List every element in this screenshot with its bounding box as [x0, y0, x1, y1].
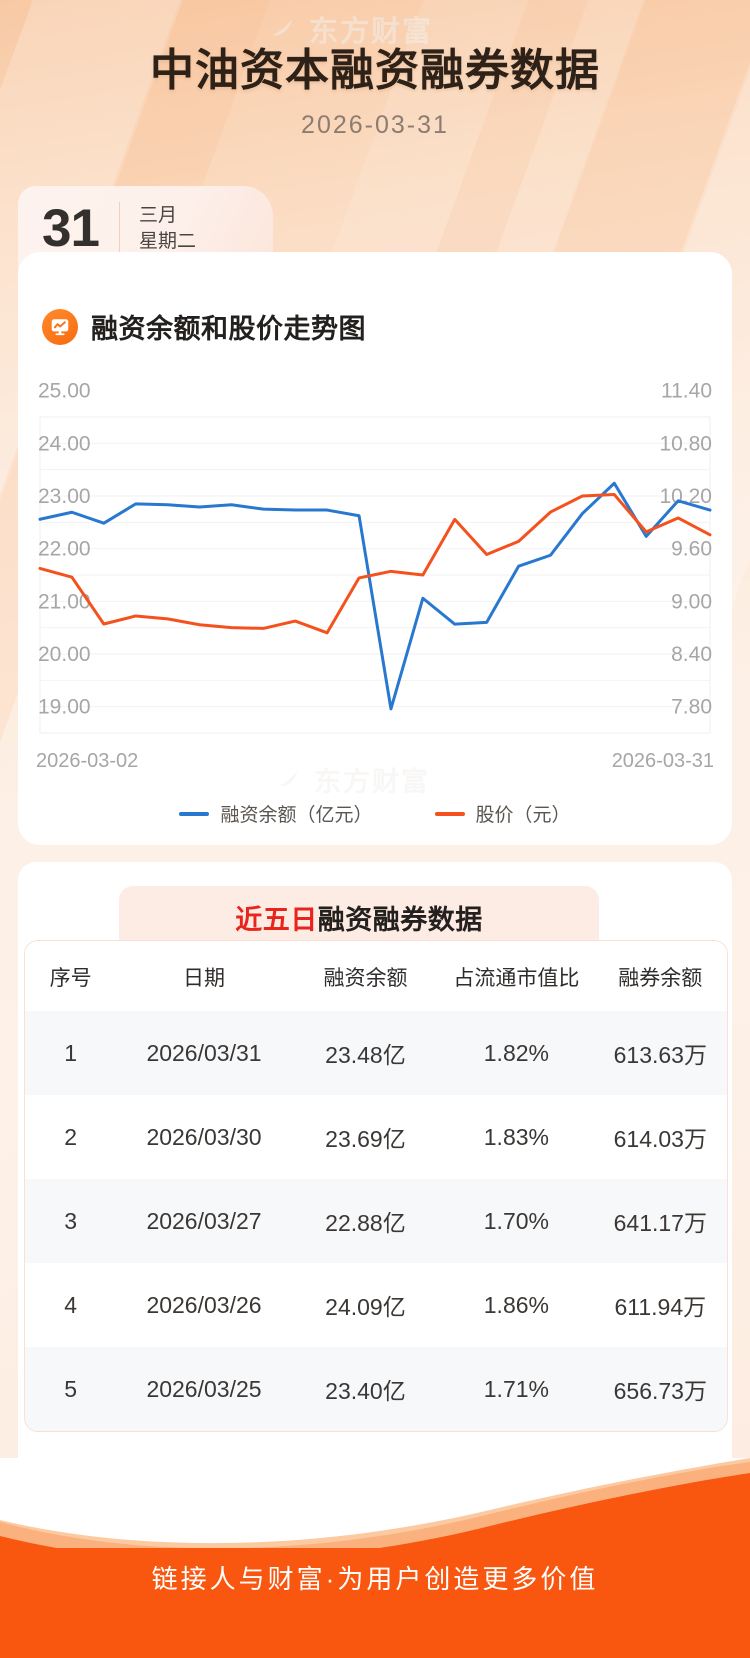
table-row: 3 2026/03/27 22.88亿 1.70% 641.17万 — [25, 1179, 727, 1263]
y-axis-tick-right: 8.40 — [671, 643, 712, 666]
cell-date: 2026/03/26 — [146, 1291, 262, 1318]
chart-section-title: 融资余额和股价走势图 — [91, 314, 366, 344]
y-axis-tick-left: 22.00 — [38, 538, 91, 561]
legend-label-price: 股价（元） — [475, 805, 571, 826]
cell-index: 2 — [64, 1123, 78, 1150]
cell-date: 2026/03/27 — [146, 1207, 262, 1234]
cell-financing-balance: 24.09亿 — [325, 1294, 406, 1320]
column-header-index: 序号 — [25, 941, 117, 1011]
cell-market-cap-ratio: 1.70% — [483, 1207, 549, 1234]
y-axis-tick-right: 11.40 — [661, 380, 712, 403]
cell-index: 5 — [64, 1375, 78, 1402]
column-header-date: 日期 — [116, 941, 292, 1011]
column-header-financing-balance: 融资余额 — [291, 941, 440, 1011]
footer-wave-decoration — [0, 1458, 750, 1548]
cell-market-cap-ratio: 1.71% — [483, 1375, 549, 1402]
y-axis-tick-right: 9.00 — [671, 590, 712, 613]
legend-swatch-price — [434, 811, 465, 816]
cell-financing-balance: 23.48亿 — [325, 1042, 406, 1068]
chart-monitor-icon — [42, 308, 78, 345]
cell-securities-balance: 656.73万 — [613, 1378, 707, 1404]
date-chip-divider — [118, 202, 120, 254]
table-title-highlight: 近五日 — [235, 904, 318, 935]
poster-header: 中油资本融资融券数据 2026-03-31 — [0, 0, 750, 140]
date-chip-month: 三月 — [138, 204, 177, 226]
y-axis-tick-left: 19.00 — [38, 696, 91, 719]
cell-index: 3 — [64, 1207, 78, 1234]
trend-line-chart: 25.00 11.40 24.00 10.80 23.00 10.20 22.00 9.60 2… — [36, 380, 714, 772]
cell-index: 4 — [64, 1291, 78, 1318]
table-row: 1 2026/03/31 23.48亿 1.82% 613.63万 — [25, 1011, 727, 1095]
y-axis-tick-right: 10.80 — [659, 432, 712, 455]
chart-legend: 融资余额（亿元） 股价（元） — [0, 800, 750, 827]
cell-market-cap-ratio: 1.83% — [483, 1123, 549, 1150]
y-axis-tick-right: 7.80 — [671, 696, 712, 719]
cell-financing-balance: 22.88亿 — [325, 1210, 406, 1236]
cell-securities-balance: 613.63万 — [613, 1042, 707, 1068]
table-title-pill: 近五日融资融券数据 — [119, 886, 599, 948]
cell-date: 2026/03/25 — [146, 1375, 262, 1402]
column-header-securities-balance: 融券余额 — [593, 941, 727, 1011]
cell-financing-balance: 23.69亿 — [325, 1126, 406, 1152]
chart-plot-area: 25.00 11.40 24.00 10.80 23.00 10.20 22.00 9.60 2… — [18, 375, 732, 805]
y-axis-tick-right: 9.60 — [671, 538, 712, 561]
table-row: 4 2026/03/26 24.09亿 1.86% 611.94万 — [25, 1263, 727, 1347]
cell-date: 2026/03/30 — [146, 1123, 262, 1150]
cell-securities-balance: 614.03万 — [613, 1126, 707, 1152]
table-row: 5 2026/03/25 23.40亿 1.71% 656.73万 — [25, 1347, 727, 1431]
footer-slogan: 链接人与财富·为用户创造更多价值 — [151, 1564, 599, 1594]
chart-section-header: 融资余额和股价走势图 — [42, 307, 366, 346]
table-title: 近五日融资融券数据 — [235, 898, 483, 937]
date-chip-day: 31 — [42, 198, 100, 258]
cell-market-cap-ratio: 1.86% — [483, 1291, 549, 1318]
legend-item-price[interactable]: 股价（元） — [434, 800, 571, 827]
y-axis-tick-left: 23.00 — [38, 485, 91, 508]
cell-securities-balance: 641.17万 — [613, 1210, 707, 1236]
table-row: 2 2026/03/30 23.69亿 1.83% 614.03万 — [25, 1095, 727, 1179]
legend-swatch-financing — [179, 811, 210, 816]
y-axis-tick-left: 20.00 — [38, 643, 91, 666]
y-axis-tick-left: 25.00 — [38, 380, 91, 403]
cell-index: 1 — [64, 1039, 78, 1066]
legend-label-financing: 融资余额（亿元） — [220, 805, 373, 826]
column-header-market-cap-ratio: 占流通市值比 — [439, 941, 594, 1011]
x-axis-label-start: 2026-03-02 — [36, 750, 138, 772]
x-axis-label-end: 2026-03-31 — [612, 750, 714, 772]
table-header-row: 序号 日期 融资余额 占流通市值比 融券余额 — [25, 941, 727, 1011]
legend-item-financing[interactable]: 融资余额（亿元） — [179, 800, 373, 827]
margin-trading-table: 序号 日期 融资余额 占流通市值比 融券余额 1 2026/03/31 23.48亿… — [24, 940, 728, 1432]
y-axis-tick-right: 10.20 — [659, 485, 712, 508]
page-title: 中油资本融资融券数据 — [150, 46, 600, 95]
y-axis-tick-left: 24.00 — [38, 432, 91, 455]
date-chip-weekday: 星期二 — [138, 230, 196, 252]
page-subtitle-date: 2026-03-31 — [301, 110, 449, 139]
series-line-price — [38, 493, 712, 635]
series-line-financing — [38, 481, 712, 711]
footer-banner: 链接人与财富·为用户创造更多价值 — [0, 1458, 750, 1658]
cell-market-cap-ratio: 1.82% — [483, 1039, 549, 1066]
cell-date: 2026/03/31 — [146, 1039, 262, 1066]
table-body: 1 2026/03/31 23.48亿 1.82% 613.63万 2 2026/03/30… — [25, 1011, 727, 1431]
table-title-rest: 融资融券数据 — [317, 904, 483, 935]
cell-financing-balance: 23.40亿 — [325, 1378, 406, 1404]
y-axis-tick-left: 21.00 — [38, 590, 91, 613]
cell-securities-balance: 611.94万 — [614, 1294, 707, 1320]
